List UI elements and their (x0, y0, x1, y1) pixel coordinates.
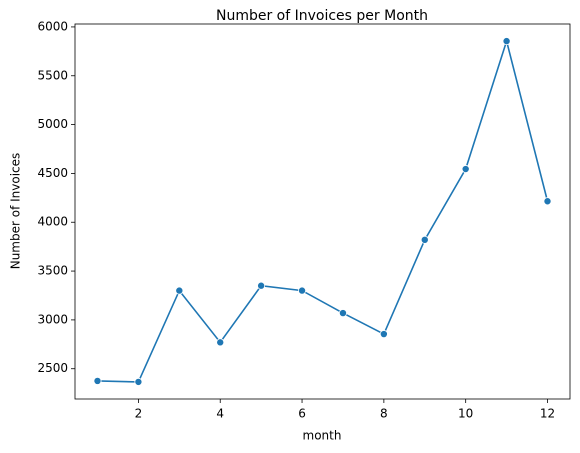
x-tick-label: 12 (540, 407, 555, 421)
data-point (257, 281, 266, 290)
data-point (420, 235, 429, 244)
data-point (338, 309, 347, 318)
x-tick-label: 6 (298, 407, 306, 421)
y-tick-label: 4500 (37, 166, 68, 180)
x-tick-label: 10 (458, 407, 473, 421)
x-axis-label: month (303, 429, 342, 443)
chart-title: Number of Invoices per Month (216, 8, 428, 24)
y-tick-label: 3000 (37, 312, 68, 326)
y-tick-label: 6000 (37, 19, 68, 33)
series-line (97, 38, 549, 383)
y-tick-label: 4000 (37, 215, 68, 229)
x-tick-label: 4 (216, 407, 224, 421)
x-tick-label: 2 (135, 407, 143, 421)
data-point (298, 286, 307, 295)
data-point (502, 37, 511, 46)
data-point (543, 197, 552, 206)
data-point (175, 286, 184, 295)
y-tick-label: 5000 (37, 117, 68, 131)
axes-frame (74, 23, 571, 400)
data-point (93, 376, 102, 385)
data-point (216, 338, 225, 347)
data-point (461, 165, 470, 174)
y-axis-label: Number of Invoices (9, 153, 23, 270)
y-tick-label: 5500 (37, 68, 68, 82)
data-point (134, 377, 143, 386)
data-point (379, 330, 388, 339)
y-tick-label: 3500 (37, 264, 68, 278)
y-tick-label: 2500 (37, 361, 68, 375)
x-tick-label: 8 (380, 407, 388, 421)
